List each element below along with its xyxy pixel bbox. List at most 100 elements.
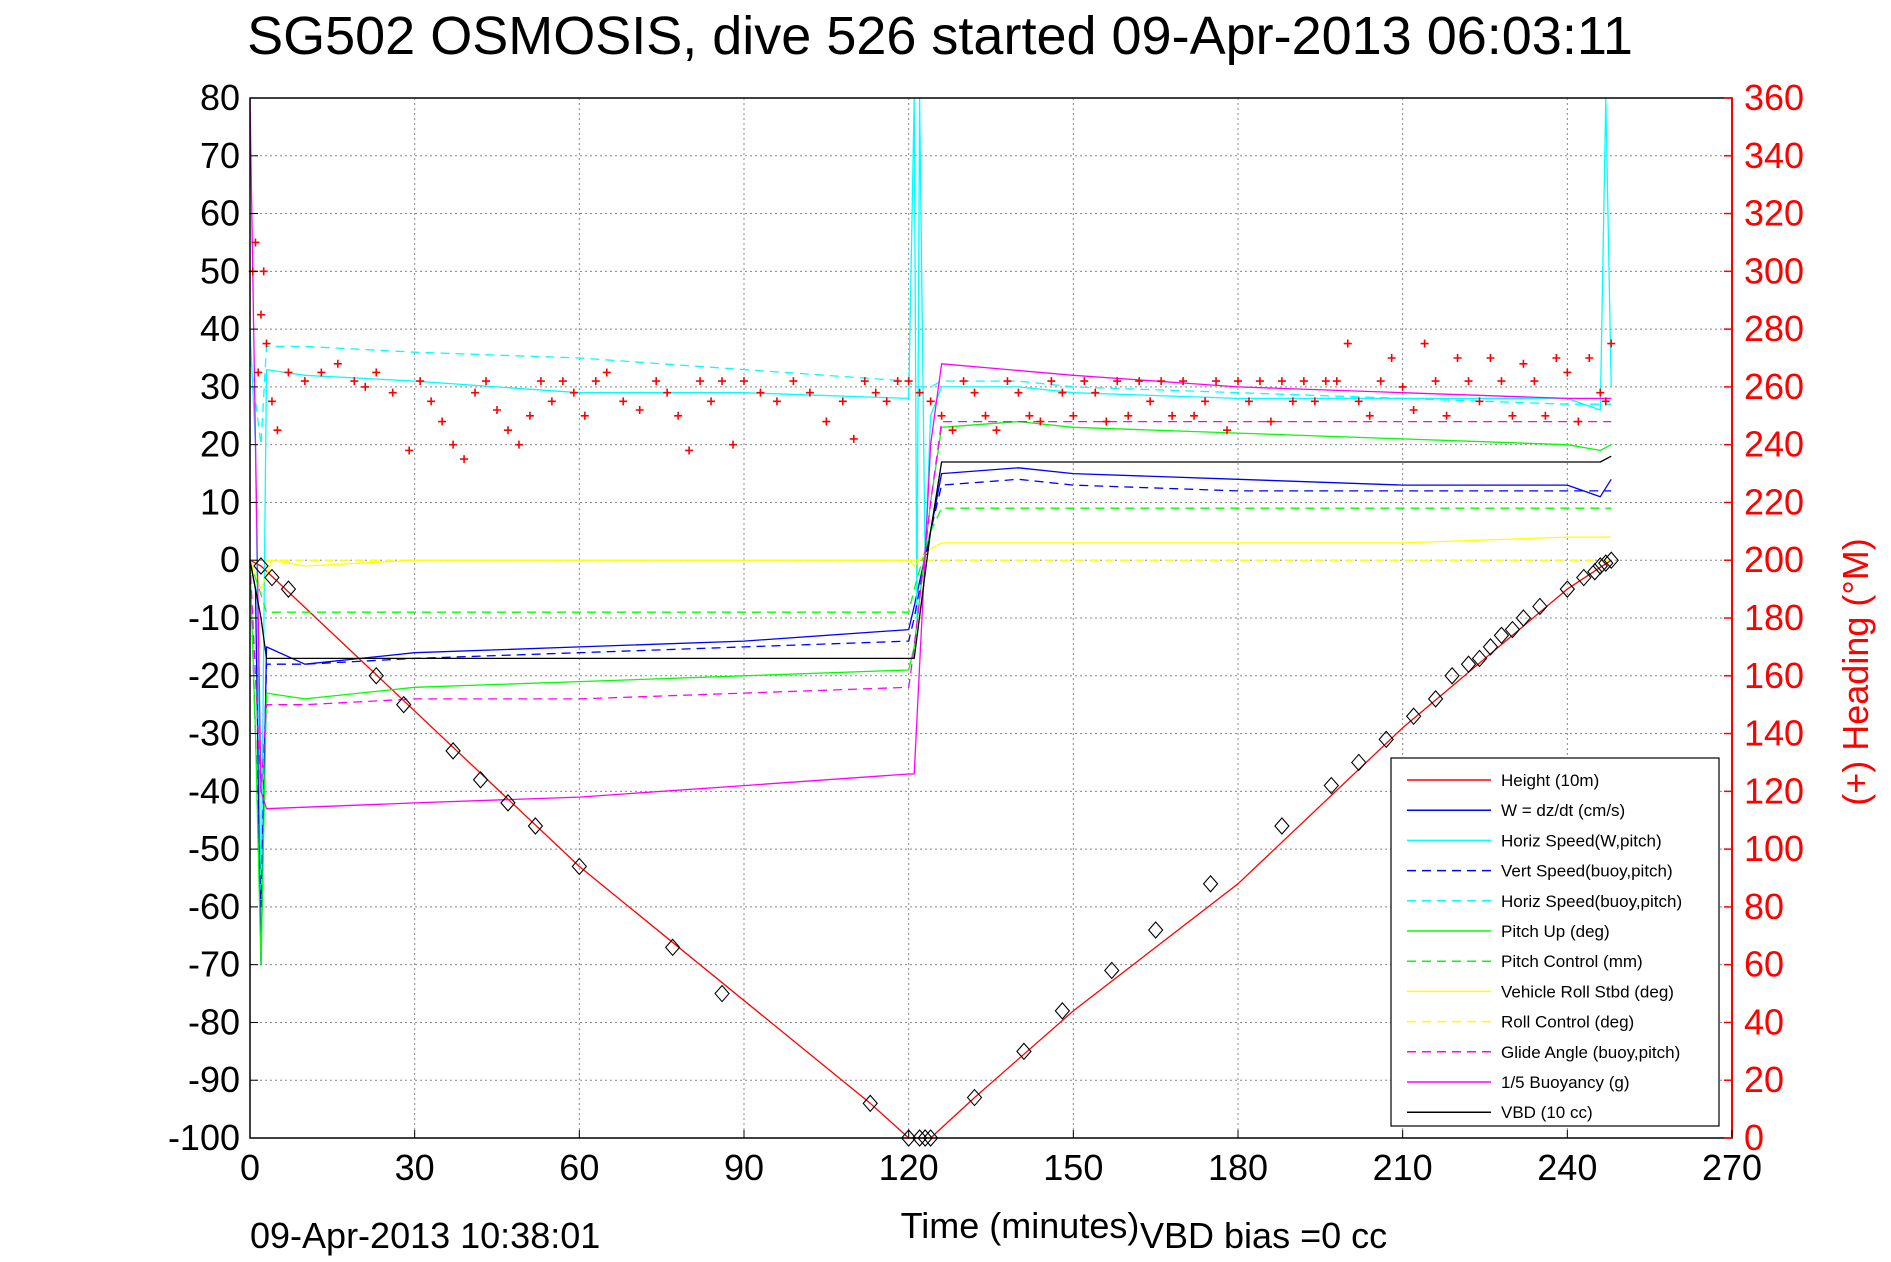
height-marker [1603,551,1619,570]
heading-point [1508,411,1517,420]
heading-point [1234,377,1242,386]
heading-point [1332,377,1341,386]
heading-point [416,377,425,386]
heading-point [1102,417,1111,426]
heading-point [1596,388,1605,397]
heading-point [254,368,263,377]
heading-point [970,388,979,397]
heading-point [438,417,447,426]
y2-axis-label: (+) Heading (°M) [1835,538,1876,805]
heading-point [635,406,644,414]
heading-point [1168,411,1177,420]
heading-point [262,339,271,348]
y-tick-label: 0 [220,539,240,580]
heading-point [871,388,880,397]
y-tick-label: 60 [200,193,240,234]
height-marker [1323,776,1340,795]
heading-point [1277,377,1286,386]
footer-vbd-bias: VBD bias =0 cc [1140,1215,1387,1256]
heading-point [1442,411,1451,420]
y2-tick-label: 260 [1744,366,1804,407]
heading-point [569,388,578,397]
series-line-9 [249,420,1612,792]
heading-point [1047,377,1056,386]
y-tick-label: 20 [200,424,240,465]
heading-point [1343,339,1352,348]
x-tick-label: 270 [1702,1147,1762,1188]
heading-point [1124,411,1133,420]
heading-point [652,377,661,386]
series-line-3 [249,478,1612,908]
legend-label: Pitch Up (deg) [1501,922,1610,941]
y-tick-label: -70 [188,944,240,985]
heading-point [1223,426,1232,435]
x-tick-label: 180 [1208,1147,1268,1188]
heading-point [959,377,968,386]
height-marker [1532,597,1548,616]
heading-point [789,377,798,386]
y2-tick-label: 20 [1744,1059,1784,1100]
heading-point [525,411,534,420]
y-tick-label: -40 [188,770,240,811]
heading-point [860,377,869,386]
heading-point [1420,339,1429,348]
heading-point [591,377,600,386]
y-tick-label: 80 [200,77,240,118]
y-tick-label: 30 [200,366,240,407]
heading-point [1464,377,1473,386]
legend-label: W = dz/dt (cm/s) [1501,801,1625,820]
height-markers [253,551,1619,1147]
heading-point [926,397,935,406]
y2-tick-label: 320 [1744,193,1804,234]
height-marker [253,557,269,575]
height-marker [917,1129,933,1147]
heading-point [482,377,491,386]
y-tick-label: -10 [188,597,240,638]
heading-point [1530,377,1539,386]
height-marker [1482,638,1499,656]
height-marker [571,857,588,876]
height-marker [664,938,681,957]
series-line-5 [249,420,1612,966]
heading-point [1201,397,1210,406]
heading-point [317,368,326,377]
heading-point [707,397,716,406]
heading-point [1519,359,1528,368]
x-tick-label: 90 [724,1147,764,1188]
height-marker [1471,649,1488,668]
y2-tick-label: 180 [1744,597,1804,638]
heading-point [838,397,847,406]
heading-point [1299,377,1308,386]
legend-label: Roll Control (deg) [1501,1013,1634,1032]
y-axis-left: 80 70 60 50 40 30 20 10 0 -10 -20 -30 -40 -50 -60 -70 -8… [168,77,258,1158]
series-line-0 [249,559,1612,1139]
y2-tick-label: 220 [1744,481,1804,522]
heading-point [893,377,902,386]
height-marker [1054,1002,1071,1020]
heading-point [1585,354,1594,362]
y-tick-label: 50 [200,250,240,291]
x-axis: 0 30 60 90 120 150 180 210 240 270 [240,1130,1762,1188]
heading-point [1212,377,1221,386]
heading-point [1365,411,1374,420]
heading-point [981,411,990,420]
legend-label: Vert Speed(buoy,pitch) [1501,862,1673,881]
x-axis-label: Time (minutes) [901,1205,1140,1246]
heading-point [251,238,260,247]
height-marker [472,770,489,789]
y2-tick-label: 60 [1744,944,1784,985]
heading-point [1475,397,1484,406]
heading-point [805,388,814,397]
height-marker [1016,1042,1032,1061]
height-marker [1202,874,1219,893]
heading-point [1387,354,1396,362]
heading-point [696,377,705,386]
heading-point [992,426,1001,435]
heading-point [1244,397,1253,406]
x-tick-label: 30 [395,1147,435,1188]
heading-point [372,368,381,377]
height-marker [395,695,412,714]
heading-point [849,434,858,443]
x-tick-label: 60 [559,1147,599,1188]
heading-point [674,411,683,420]
